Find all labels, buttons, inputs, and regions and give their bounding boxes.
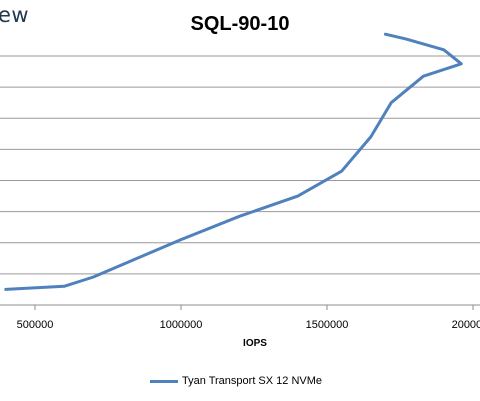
series-group: [4, 32, 463, 291]
x-tick-label: 500000: [17, 319, 54, 331]
x-axis-label: IOPS: [243, 338, 267, 349]
x-axis-ticks: 500000 1000000 1500000 2000000: [17, 305, 480, 331]
x-tick-label: 1500000: [306, 319, 349, 331]
legend: Tyan Transport SX 12 NVMe: [150, 374, 322, 388]
legend-label: Tyan Transport SX 12 NVMe: [182, 375, 323, 387]
x-tick-label: 1000000: [160, 319, 203, 331]
logo-text: ew: [0, 3, 30, 27]
gridlines: [0, 55, 480, 306]
legend-swatch: [150, 379, 178, 383]
chart-title: SQL-90-10: [190, 13, 290, 35]
x-tick-label: 2000000: [452, 319, 480, 331]
series-line: [4, 32, 463, 291]
